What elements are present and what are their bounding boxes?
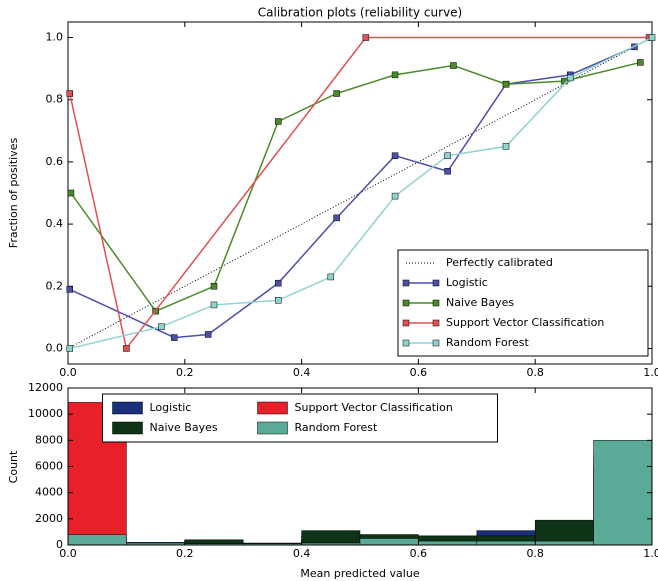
data-point (444, 167, 451, 175)
chart-title: Calibration plots (reliability curve) (258, 6, 462, 20)
data-point (210, 301, 218, 309)
data-point (502, 80, 510, 88)
legend-label: Logistic (150, 401, 192, 414)
data-point (391, 192, 399, 200)
data-point (66, 345, 74, 352)
legend-label: Naive Bayes (150, 421, 218, 434)
y-tick-label: 1.0 (46, 31, 64, 44)
data-point (391, 152, 399, 159)
data-point (171, 334, 178, 341)
data-point (502, 143, 510, 150)
data-point (274, 297, 282, 304)
data-point (210, 283, 218, 290)
data-point (66, 286, 74, 293)
legend-box (102, 393, 498, 443)
data-point (444, 152, 451, 159)
legend-marker (432, 279, 440, 287)
x-tick-label: 0.8 (526, 366, 544, 379)
histogram-bar (476, 540, 536, 546)
series-line (69, 36, 653, 350)
data-point (566, 74, 574, 82)
legend-label: Support Vector Classification (446, 316, 604, 329)
x-tick-label: 0.8 (526, 547, 544, 560)
y-tick-label: 8000 (35, 433, 63, 446)
y-axis-label: Fraction of positives (7, 138, 20, 249)
data-point (637, 59, 644, 66)
legend-marker (402, 299, 410, 307)
legend-label: Random Forest (446, 336, 529, 349)
legend-swatch (112, 401, 143, 415)
data-point (274, 279, 282, 287)
legend-label: Random Forest (295, 421, 378, 434)
series-line (69, 46, 635, 339)
x-tick-label: 0.2 (176, 366, 194, 379)
data-point (67, 189, 75, 197)
x-tick-label: 1.0 (643, 547, 658, 560)
legend-label: Naive Bayes (446, 296, 514, 309)
data-point (274, 118, 282, 125)
x-tick-label: 0.6 (410, 366, 428, 379)
legend-marker (432, 319, 440, 327)
legend-marker (402, 319, 410, 327)
data-point (66, 90, 74, 97)
histogram-bar (359, 538, 419, 546)
legend-marker (432, 339, 440, 347)
legend-marker (432, 299, 440, 307)
series-line (69, 36, 650, 351)
y-tick-label: 0.4 (46, 217, 64, 230)
y-tick-label: 2000 (35, 512, 63, 525)
data-point (327, 273, 335, 281)
histogram-bar (418, 540, 478, 546)
x-tick-label: 1.0 (643, 366, 658, 379)
data-point (158, 323, 165, 330)
x-tick-label: 0.4 (293, 547, 311, 560)
data-point (204, 331, 212, 338)
y-tick-label: 0.8 (46, 93, 64, 106)
y-tick-label: 12000 (28, 381, 63, 394)
x-tick-label: 0.4 (293, 366, 311, 379)
x-tick-label: 0.2 (176, 547, 194, 560)
series-line (70, 61, 641, 313)
histogram-bar (534, 540, 594, 546)
legend-swatch (257, 421, 288, 435)
legend-label: Logistic (446, 276, 488, 289)
x-axis-label: Mean predicted value (300, 567, 419, 580)
y-tick-label: 0 (56, 538, 63, 551)
data-point (333, 214, 340, 222)
legend-box (397, 249, 649, 357)
data-point (391, 71, 399, 79)
histogram-bar (593, 440, 653, 546)
data-point (450, 62, 457, 69)
y-tick-label: 6000 (35, 460, 63, 473)
legend-label: Perfectly calibrated (446, 256, 553, 269)
y-tick-label: 10000 (28, 407, 63, 420)
legend-marker (402, 339, 410, 347)
y-tick-label: 0.2 (46, 279, 64, 292)
legend-swatch (112, 421, 143, 435)
histogram-bar (67, 534, 127, 546)
data-point (362, 34, 370, 41)
x-tick-label: 0.0 (59, 547, 77, 560)
y-tick-label: 0.6 (46, 155, 64, 168)
legend-swatch (257, 401, 288, 415)
y-tick-label: 4000 (35, 486, 63, 499)
data-point (333, 90, 340, 97)
x-tick-label: 0.6 (410, 547, 428, 560)
legend-label: Support Vector Classification (295, 401, 453, 414)
x-tick-label: 0.0 (59, 366, 77, 379)
y-tick-label: 0.0 (46, 341, 64, 354)
legend-marker (402, 279, 410, 287)
y-axis-label: Count (7, 450, 20, 483)
data-point (648, 34, 656, 41)
data-point (123, 345, 130, 352)
